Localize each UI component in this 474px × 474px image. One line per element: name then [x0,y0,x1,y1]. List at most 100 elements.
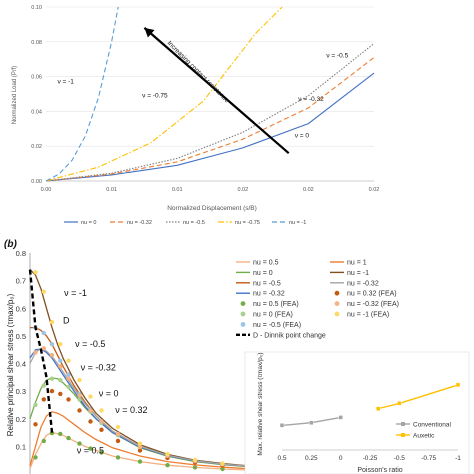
panel-b-annotation: ν = 0.32 [115,405,147,415]
panel-b-marker-nu-0-5-fea [99,450,104,455]
panel-b-y-tick-label: 0.6 [16,304,26,313]
panel-b-legend: nu = 0.5 nu = 0 nu = -0.5 nu = -0.32 nu = 0.… [236,260,399,339]
panel-a-arrow-shaft [143,27,290,154]
panel-b-marker-nu-0-32-fea [77,408,82,413]
panel-b-marker-nu-0-32-fea [77,393,82,398]
panel-a-y-tick-label: 0.08 [31,40,42,46]
panel-b-marker-nu-0-fea [33,402,38,408]
panel-b-y-tick-label: 0.2 [16,415,26,424]
inset-legend-label-conventional: Conventional [413,422,451,429]
panel-b-y-tick-label: 0.4 [16,360,26,369]
panel-b-marker-nu-1-fea [33,270,38,275]
panel-b-marker-nu-0-5-fea [115,455,121,460]
panel-b-y-tick-label: 0.8 [16,249,26,258]
panel-b-marker-nu-0-5-fea [77,441,82,446]
panel-b-y-tick-label: 0.1 [16,442,26,451]
panel-b-marker-nu-0-32-fea [33,350,38,355]
panel-a-y-axis-label: Normalized Load (P/f) [12,66,18,124]
panel-b-label: (b) [4,239,17,250]
panel-a-y-tick-label: 0.04 [31,109,42,115]
panel-b-marker-nu-0-fea [41,383,46,388]
panel-b-marker-nu-1-fea [192,457,198,463]
inset-x-tick-label: 0 [339,455,343,462]
panel-b-marker-nu-0-5-fea [49,342,55,347]
panel-b-legend-label-nu-0-32-fea: nu = 0.32 (FEA) [347,291,397,298]
panel-b-marker-nu-0-5-fea [220,466,225,472]
inset-x-tick-label: -0.75 [421,455,436,462]
panel-a-y-tick-label: 0.10 [31,5,42,11]
panel-a-legend-label-nu-0-32: nu = -0.32 [127,220,152,226]
panel-b-marker-nu-0-32-fea [49,388,55,394]
inset-y-axis-label: Max. relative shear stress (τmax/p₀) [257,352,264,455]
panel-b-marker-nu-0-5-fea [58,358,63,363]
panel-b-marker-nu-0-5-fea [165,463,170,468]
panel-a-legend: nu = 0 nu = -0.32 nu = -0.5 nu = -0.75 nu = … [64,220,306,226]
panel-b-annotation: D [63,315,70,325]
panel-b-annotation: ν = 0 [99,389,119,399]
panel-b-marker-nu-0-5-fea [66,372,71,377]
panel-a-series-line-nu-0 [45,72,375,182]
panel-a-x-tick-label: 0.00 [41,187,52,193]
panel-b-marker-nu-0-5-fea [41,330,46,336]
panel-b-marker-nu-1-fea [49,319,55,325]
panel-a-annotation: ν = -0.5 [326,52,348,59]
panel-b-legend-label-nu-0-5: nu = 0.5 [253,260,279,267]
inset-x-tick-label: -0.5 [394,455,406,462]
panel-b-marker-nu-0-32-fea [58,391,63,397]
inset-marker-auxetic [376,406,381,411]
inset-x-axis-label: Poisson's ratio [357,467,402,474]
panel-a-annotation: ν = -1 [57,79,74,86]
panel-b-series-line-d-dinnik-point-change [28,269,54,433]
inset-x-tick-label: 0.25 [305,455,318,462]
panel-b-marker-nu-0-5-fea [192,465,198,470]
panel-b-legend-label-nu-0-5: nu = -0.5 [253,280,281,287]
panel-a-series-line-nu-0-5 [45,43,375,182]
panel-b-marker-nu-1-fea [220,461,225,466]
panel-b-marker-nu-0-5-fea [66,435,71,441]
panel-a-x-tick-label: 0.02 [369,187,380,193]
panel-b-marker-nu-0-32-fea [99,419,104,424]
panel-b-y-axis-label: Relative principal shear stress (τmax/p₀… [6,293,15,436]
panel-b-marker-nu-0-32-fea [137,444,143,450]
panel-a-y-tick-label: 0.02 [31,144,42,150]
panel-b-marker-nu-0-32-fea [58,364,63,369]
panel-b-annotation: ν = -0.32 [81,362,116,372]
panel-b-legend-label-nu-0-32: nu = -0.32 [347,280,379,287]
panel-b-marker-nu-1-fea [66,358,71,363]
inset-x-tick-label: -0.25 [363,455,378,462]
inset-marker-conventional [279,423,285,428]
panel-a-series-line-nu-0-32 [45,57,375,182]
panel-b-legend-label-nu-0-32-fea: nu = -0.32 (FEA) [347,301,399,308]
panel-b-marker-nu-0-5-fea [58,431,63,437]
panel-b-marker-nu-0-5-fea [88,446,93,451]
panel-a-x-axis-label: Normalized Displacement (s/B) [167,205,257,212]
panel-b-legend-swatch-nu-0-5-fea [240,322,246,327]
inset-x-tick-label: 0.5 [277,455,286,462]
panel-b-annotation: ν = 0.5 [77,445,104,455]
panel-b-legend-label-nu-1: nu = -1 [347,270,369,277]
inset-legend-marker-conventional [401,422,405,426]
panel-a-x-tick-label: 0.01 [106,187,117,193]
panel-b-marker-nu-0-32-fea [66,397,71,402]
panel-a-legend-label-nu-0-5: nu = -0.5 [183,220,205,226]
panel-b-legend-label-nu-0-32: nu = -0.32 [253,291,285,298]
panel-a-x-tick-label: 0.01 [172,187,183,193]
panel-b-y-tick-label: 0.5 [16,332,26,341]
inset-marker-conventional [338,415,343,420]
panel-b-marker-nu-1-fea [77,377,82,383]
panel-b-legend-label-nu-0: nu = 0 [253,270,273,277]
panel-b-marker-nu-0-32-fea [115,438,121,444]
panel-b-marker-nu-0-fea [49,376,55,381]
panel-b-annotation: ν = -1 [64,288,87,298]
panel-b-marker-nu-0-5-fea [137,459,143,464]
panel-b-marker-nu-1-fea [115,424,121,430]
panel-a-y-tick-label: 0.00 [31,179,42,185]
panel-b-marker-nu-0-32-fea [88,419,93,424]
panel-a-x-tick-label: 0.02 [237,187,248,193]
inset-legend-label-auxetic: Auxetic [413,433,435,440]
panel-b-marker-nu-0-32-fea [41,397,46,402]
panel-b-marker-nu-1-fea [88,394,93,399]
panel-b-y-tick-label: 0.3 [16,387,26,396]
panel-b-series-line-nu-1 [29,411,251,470]
